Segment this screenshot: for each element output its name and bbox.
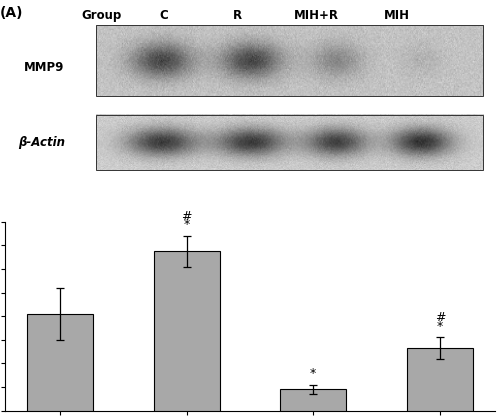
Text: (A): (A) — [0, 6, 24, 20]
Text: Group: Group — [81, 9, 121, 22]
Text: β-Actin: β-Actin — [18, 136, 65, 149]
Text: *: * — [184, 218, 190, 231]
Text: MIH: MIH — [384, 9, 410, 22]
Bar — [280, 389, 346, 411]
Text: *: * — [310, 367, 316, 380]
Bar — [154, 251, 220, 411]
Text: #: # — [182, 210, 192, 223]
Text: *: * — [436, 320, 443, 333]
Text: C: C — [160, 9, 168, 22]
Bar — [407, 348, 472, 411]
Bar — [28, 314, 93, 411]
Text: MMP9: MMP9 — [24, 62, 64, 75]
Bar — [96, 114, 483, 170]
Text: MIH+R: MIH+R — [294, 9, 339, 22]
Text: #: # — [434, 311, 445, 324]
Bar — [96, 25, 483, 96]
Text: R: R — [233, 9, 242, 22]
